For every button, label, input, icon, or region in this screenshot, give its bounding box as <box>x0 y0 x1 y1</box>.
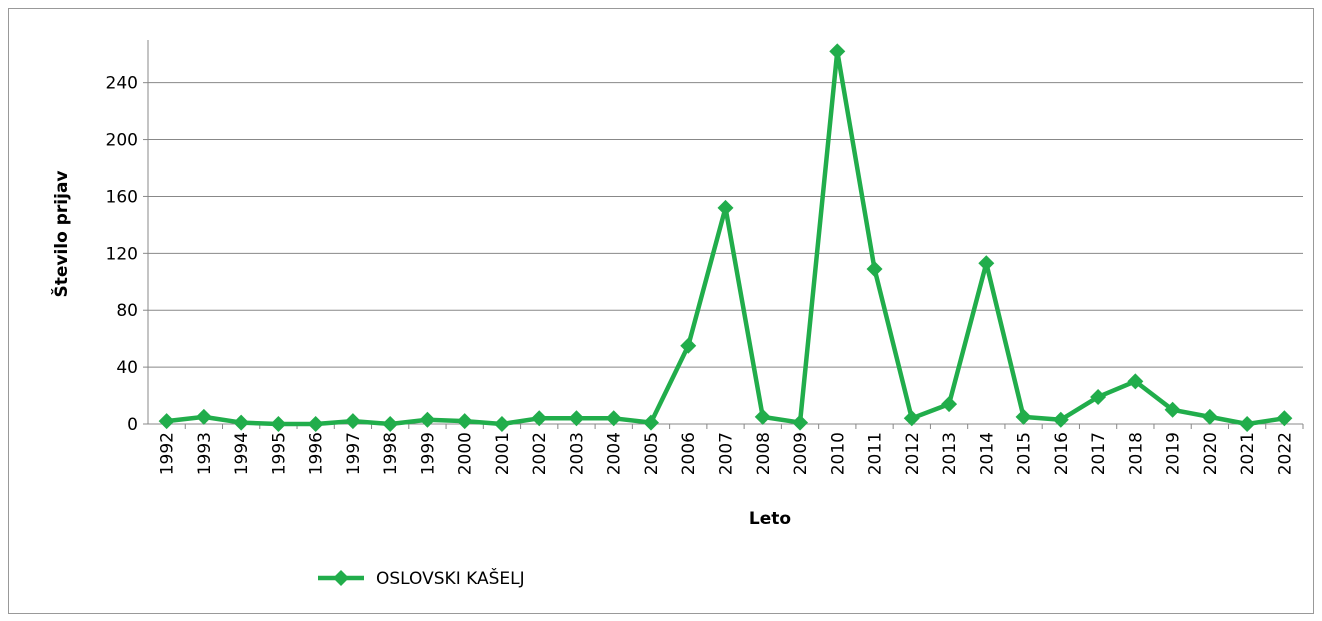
x-tick-label: 2002 <box>530 432 550 475</box>
y-axis-label: Število prijav <box>50 171 72 298</box>
x-tick-label: 2004 <box>605 432 625 475</box>
x-tick-label: 1998 <box>381 432 401 475</box>
point-marker <box>1127 373 1144 390</box>
point-marker <box>1276 410 1293 427</box>
point-marker <box>1164 401 1181 418</box>
x-tick-label: 2000 <box>456 432 476 475</box>
x-tick-label: 2001 <box>493 432 513 475</box>
x-tick-label: 1996 <box>307 432 327 475</box>
x-tick-label: 1994 <box>232 432 252 475</box>
x-tick-label: 2011 <box>866 432 886 475</box>
x-tick-label: 2007 <box>717 432 737 475</box>
x-tick-label: 2017 <box>1089 432 1109 475</box>
point-marker <box>680 337 697 354</box>
x-tick-label: 1997 <box>344 432 364 475</box>
point-marker <box>344 413 361 430</box>
point-marker <box>195 408 212 425</box>
point-marker <box>1052 411 1069 428</box>
point-marker <box>307 416 324 432</box>
x-tick-label: 2003 <box>567 432 587 475</box>
x-tick-label: 2010 <box>828 432 848 475</box>
y-tick-label: 40 <box>116 358 138 378</box>
x-tick-label: 2022 <box>1275 432 1295 475</box>
x-tick-label: 2012 <box>903 432 923 475</box>
x-tick-label: 2019 <box>1164 432 1184 475</box>
x-tick-label: 2006 <box>679 432 699 475</box>
y-tick-label: 120 <box>106 244 138 264</box>
legend-marker <box>333 570 349 586</box>
point-marker <box>717 199 734 216</box>
y-tick-label: 200 <box>106 131 138 151</box>
x-axis-label: Leto <box>749 509 791 529</box>
point-marker <box>866 260 883 277</box>
point-marker <box>642 414 659 431</box>
point-marker <box>829 43 846 60</box>
x-tick-label: 1992 <box>158 432 178 475</box>
legend-label: OSLOVSKI KAŠELJ <box>376 567 525 589</box>
point-marker <box>493 416 510 432</box>
point-marker <box>233 414 250 431</box>
x-tick-label: 2009 <box>791 432 811 475</box>
x-tick-label: 2020 <box>1201 432 1221 475</box>
point-marker <box>792 414 809 431</box>
point-marker <box>941 396 958 413</box>
y-tick-label: 0 <box>127 415 138 435</box>
y-tick-label: 80 <box>116 301 138 321</box>
x-tick-label: 2008 <box>754 432 774 475</box>
point-marker <box>605 410 622 427</box>
point-marker <box>419 411 436 428</box>
y-tick-label: 160 <box>106 187 138 207</box>
point-marker <box>270 416 287 432</box>
x-tick-label: 1999 <box>418 432 438 475</box>
point-marker <box>754 408 771 425</box>
x-tick-label: 2016 <box>1052 432 1072 475</box>
point-marker <box>1239 416 1256 432</box>
y-tick-label: 240 <box>106 74 138 94</box>
x-tick-label: 1993 <box>195 432 215 475</box>
x-tick-label: 2018 <box>1126 432 1146 475</box>
point-marker <box>1090 388 1107 405</box>
x-tick-label: 2021 <box>1238 432 1258 475</box>
chart-border <box>8 8 1314 614</box>
point-marker <box>158 413 175 430</box>
point-marker <box>1015 408 1032 425</box>
x-tick-label: 2014 <box>977 432 997 475</box>
point-marker <box>382 416 399 432</box>
point-marker <box>531 410 548 427</box>
x-tick-label: 2013 <box>940 432 960 475</box>
x-tick-label: 1995 <box>269 432 289 475</box>
point-marker <box>456 413 473 430</box>
point-marker <box>1201 408 1218 425</box>
point-marker <box>978 255 995 272</box>
x-tick-label: 2005 <box>642 432 662 475</box>
point-marker <box>568 410 585 427</box>
x-tick-label: 2015 <box>1015 432 1035 475</box>
point-marker <box>903 410 920 427</box>
